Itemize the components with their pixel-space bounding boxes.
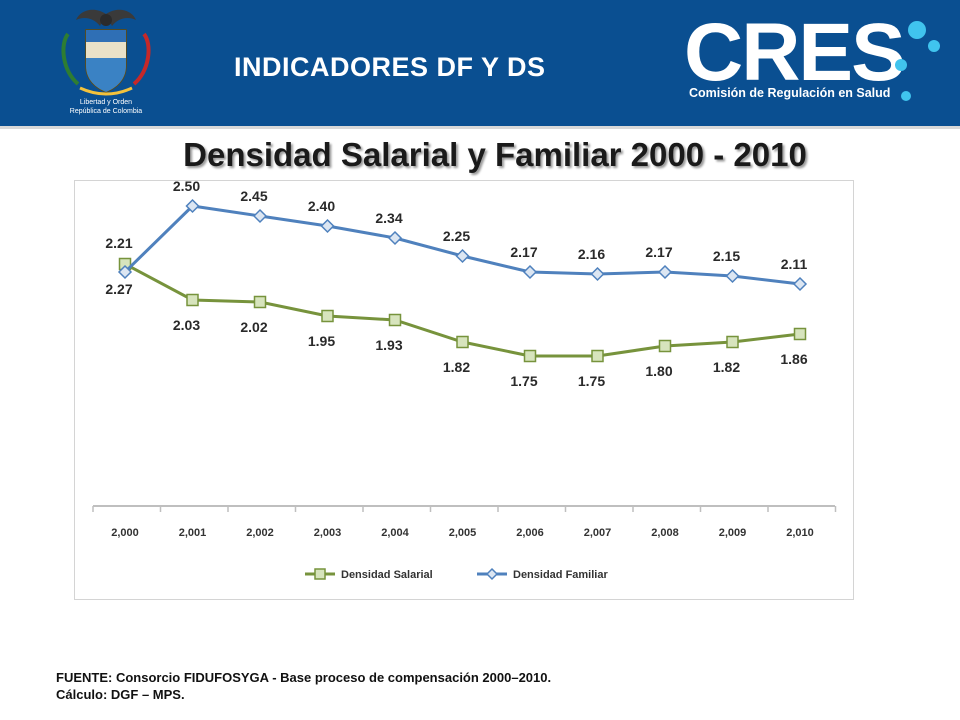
x-tick-label: 2,005: [449, 527, 477, 539]
slide-title: Densidad Salarial y Familiar 2000 - 2010: [183, 136, 807, 173]
header-band: Libertad y Orden República de Colombia I…: [0, 0, 960, 126]
x-tick-label: 2,002: [246, 527, 274, 539]
x-tick-label: 2,006: [516, 527, 544, 539]
data-label: 2.21: [105, 235, 132, 251]
logo-dot-icon: [895, 59, 907, 71]
data-point-familiar: [387, 230, 403, 246]
header-divider: [0, 126, 960, 129]
seal-caption: Libertad y Orden República de Colombia: [46, 98, 166, 116]
footer-calc: Cálculo: DGF – MPS.: [56, 687, 185, 702]
logo-text: CRES: [684, 10, 904, 98]
cres-logo: CRES: [684, 10, 940, 101]
chart-frame: 2,000 2,001 2,002 2,003 2,004 2,005 2,006 2,007…: [74, 180, 854, 600]
data-label: 2.15: [713, 248, 740, 264]
data-label: 2.11: [781, 256, 808, 272]
coat-of-arms-icon: [61, 9, 151, 96]
x-tick-label: 2,001: [179, 527, 207, 539]
data-label: 1.80: [645, 363, 672, 379]
data-label: 2.25: [443, 228, 470, 244]
seal-caption-line2: República de Colombia: [69, 108, 143, 115]
data-label: 2.34: [375, 210, 402, 226]
data-point-salarial: [186, 293, 199, 307]
data-point-familiar: [185, 198, 200, 214]
data-point-salarial: [456, 335, 469, 349]
data-label: 1.75: [578, 373, 605, 389]
data-label: 2.16: [578, 246, 605, 262]
logo-dot-icon: [901, 91, 911, 101]
x-tick-label: 2,007: [584, 527, 612, 539]
data-point-familiar: [320, 218, 335, 234]
x-tick-label: 2,009: [719, 527, 747, 539]
data-point-familiar: [657, 264, 673, 280]
header-title: INDICADORES DF Y DS: [234, 52, 546, 82]
data-point-salarial: [658, 339, 672, 353]
data-label: 1.75: [510, 373, 537, 389]
x-tick-label: 2,008: [651, 527, 679, 539]
data-point-salarial: [591, 349, 604, 363]
x-tick-label: 2,010: [786, 527, 814, 539]
x-tick-label: 2,004: [381, 527, 409, 539]
data-label: 1.86: [780, 351, 807, 367]
data-label: 1.82: [713, 359, 740, 375]
data-label: 2.17: [510, 244, 537, 260]
data-point-familiar: [252, 208, 268, 224]
data-point-familiar: [590, 266, 605, 282]
legend-marker: [314, 568, 326, 580]
data-point-salarial: [726, 335, 739, 349]
logo-dot-icon: [928, 40, 940, 52]
data-label: 1.95: [308, 333, 335, 349]
data-point-salarial: [388, 313, 402, 327]
data-point-salarial: [253, 295, 267, 309]
data-point-familiar: [522, 264, 538, 280]
data-point-salarial: [523, 349, 537, 363]
data-label: 2.27: [105, 281, 132, 297]
x-tick-label: 2,003: [314, 527, 342, 539]
logo-subtitle: Comisión de Regulación en Salud: [689, 86, 891, 100]
footer-source: FUENTE: Consorcio FIDUFOSYGA - Base proc…: [56, 670, 552, 685]
data-label: 2.50: [173, 181, 200, 194]
line-chart: 2,000 2,001 2,002 2,003 2,004 2,005 2,006 2,007…: [92, 181, 837, 581]
legend-label: Densidad Salarial: [341, 569, 433, 581]
data-label: 2.45: [240, 188, 267, 204]
series-line-densidad-familiar: [123, 204, 801, 286]
data-point-familiar: [117, 264, 133, 280]
data-point-familiar: [725, 268, 740, 284]
data-label: 1.82: [443, 359, 470, 375]
legend-label: Densidad Familiar: [513, 569, 608, 581]
data-label: 2.03: [173, 317, 200, 333]
data-point-familiar: [792, 276, 808, 292]
data-point-salarial: [321, 309, 334, 323]
data-label: 2.40: [308, 198, 335, 214]
data-label: 1.93: [375, 337, 402, 353]
data-label: 2.17: [645, 244, 672, 260]
logo-dot-icon: [908, 21, 926, 39]
legend-marker: [485, 567, 499, 581]
data-point-familiar: [455, 248, 470, 264]
data-label: 2.02: [240, 319, 267, 335]
data-point-salarial: [793, 327, 807, 341]
x-tick-label: 2,000: [111, 527, 139, 539]
seal-caption-line1: Libertad y Orden: [79, 99, 133, 106]
footer: FUENTE: Consorcio FIDUFOSYGA - Base proc…: [56, 669, 551, 703]
